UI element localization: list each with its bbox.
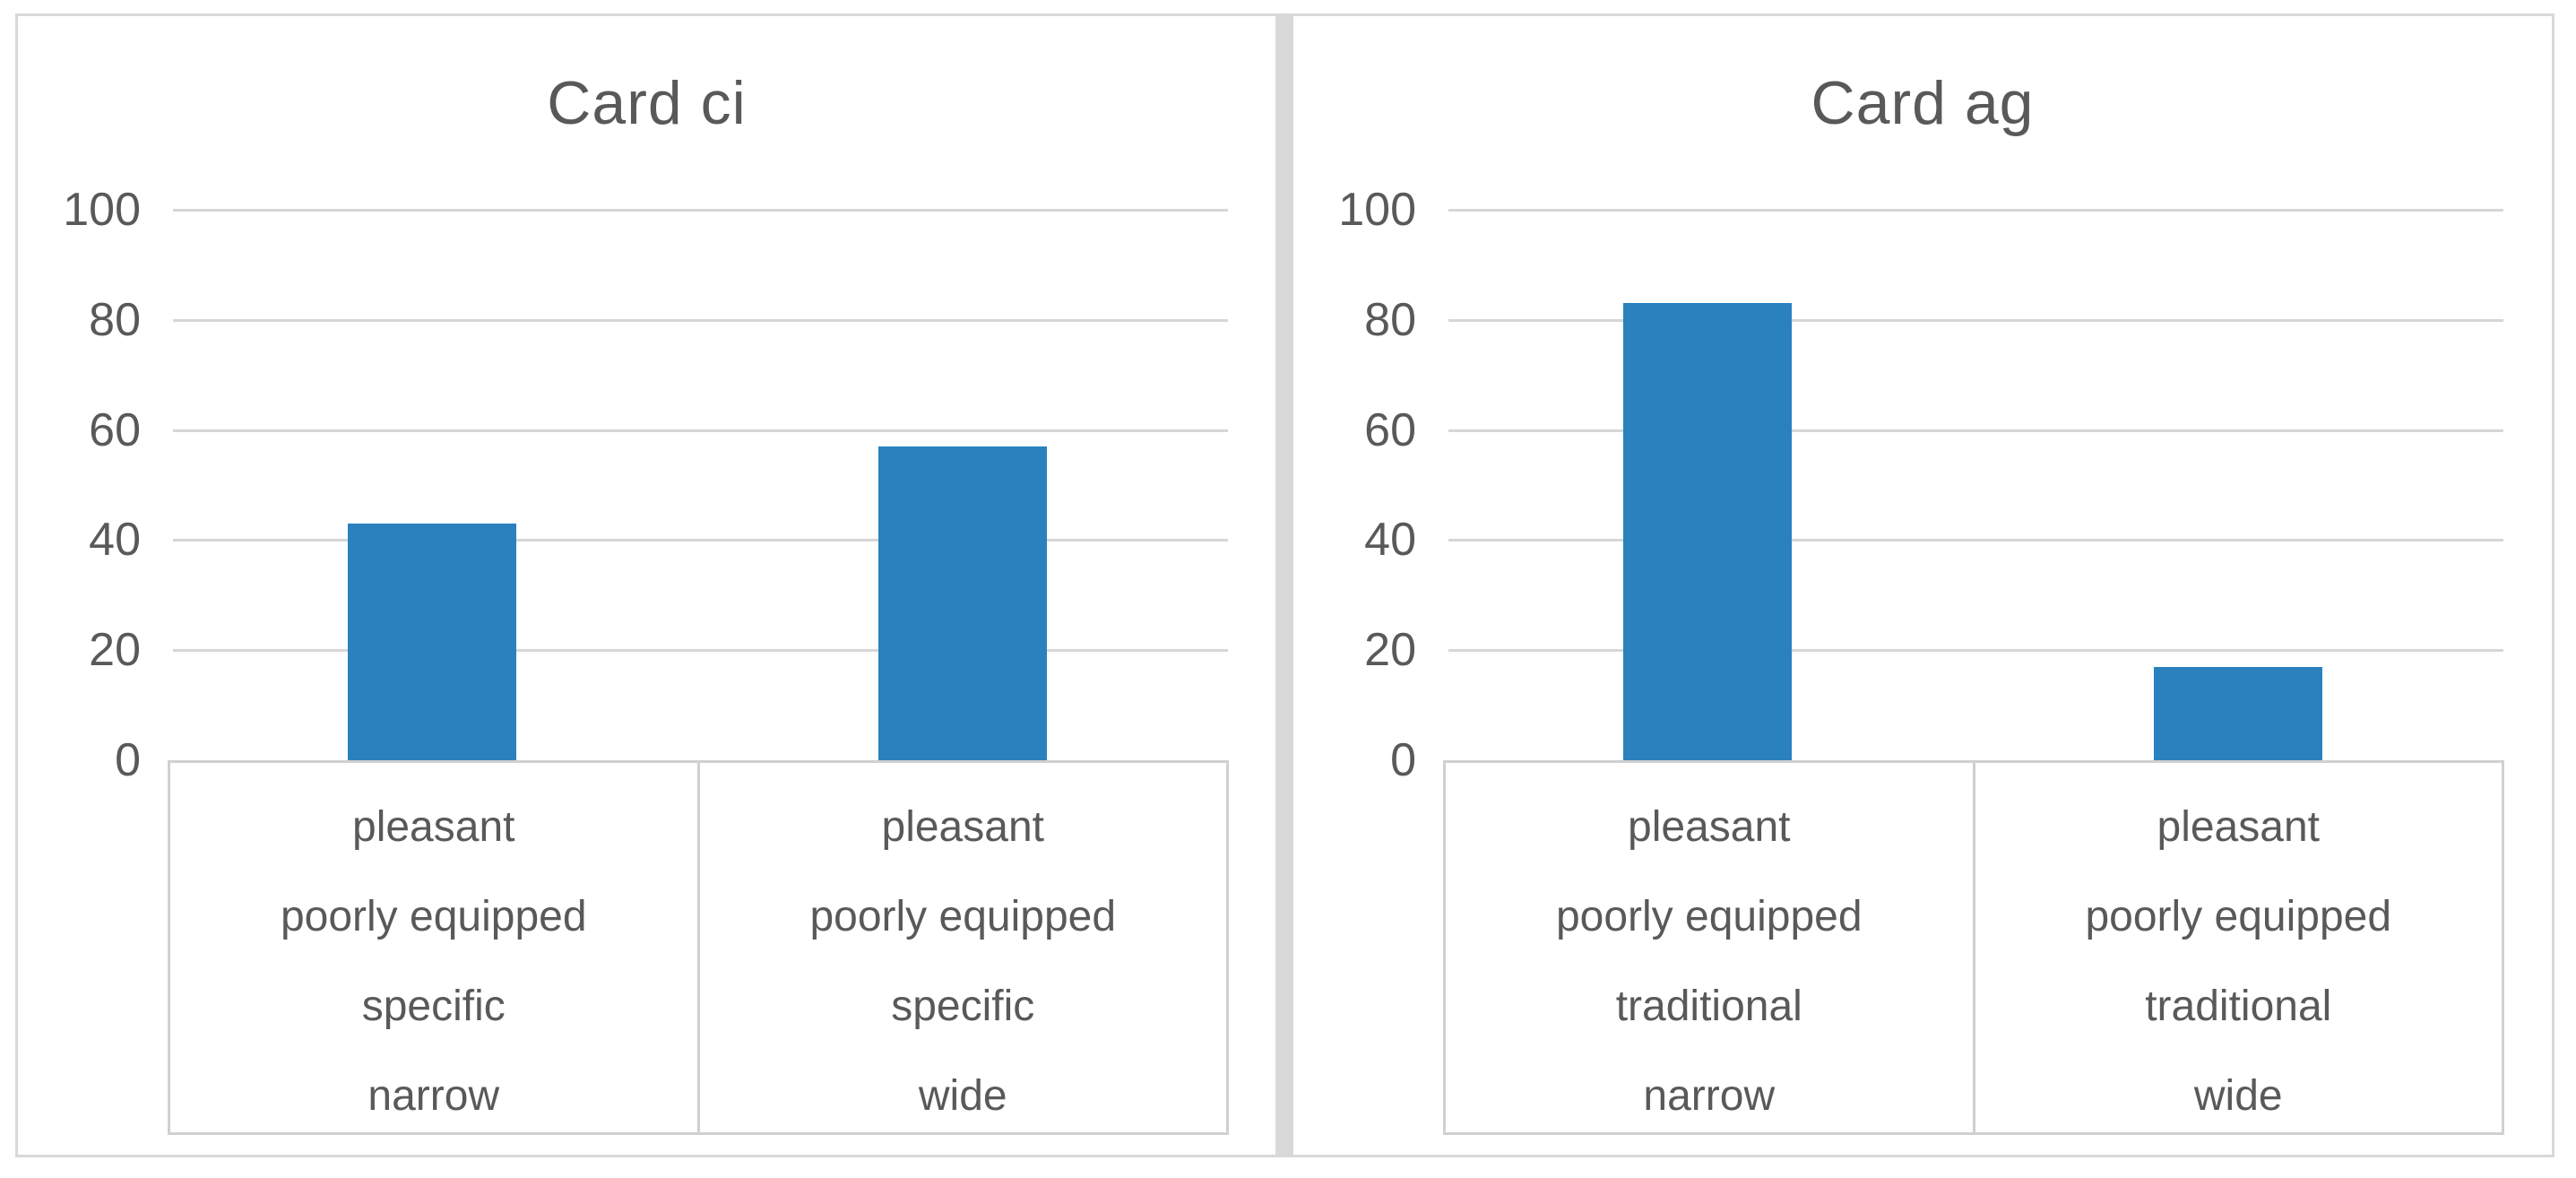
panel-divider	[1278, 13, 1291, 1157]
y-tick-label-80: 80	[89, 293, 141, 346]
category-cell-2: pleasant poorly equipped traditional wide	[1972, 763, 2503, 1132]
y-tick-label-60: 60	[89, 403, 141, 456]
category-label: narrow	[1643, 1072, 1776, 1120]
gridline-80	[1448, 318, 2503, 322]
category-label: wide	[2193, 1072, 2283, 1120]
bar-2	[878, 446, 1047, 760]
y-tick-label-40: 40	[1364, 514, 1416, 567]
chart-title: Card ci	[547, 69, 747, 137]
y-tick-label-0: 0	[1390, 734, 1416, 786]
gridline-40	[1448, 539, 2503, 542]
chart-title: Card ag	[1811, 69, 2035, 137]
y-tick-label-40: 40	[89, 514, 141, 567]
y-tick-label-60: 60	[1364, 403, 1416, 456]
category-label-table: pleasant poorly equipped specific narrow ple…	[168, 760, 1229, 1135]
category-label: pleasant	[2157, 803, 2320, 851]
y-tick-label-20: 20	[89, 624, 141, 677]
y-tick-label-100: 100	[63, 184, 141, 236]
category-label: traditional	[2145, 983, 2332, 1030]
category-label: poorly equipped	[809, 893, 1117, 940]
gridline-60	[173, 429, 1228, 432]
bar-2	[2154, 667, 2322, 760]
category-label: specific	[891, 983, 1035, 1030]
category-label: narrow	[367, 1072, 500, 1120]
y-tick-label-20: 20	[1364, 624, 1416, 677]
category-label: poorly equipped	[280, 893, 587, 940]
y-tick-label-100: 100	[1338, 184, 1416, 236]
category-label: traditional	[1615, 983, 1802, 1030]
category-label: pleasant	[881, 803, 1044, 851]
gridline-100	[173, 209, 1228, 212]
category-cell-1: pleasant poorly equipped specific narrow	[170, 763, 697, 1132]
category-label: specific	[361, 983, 506, 1030]
category-label: poorly equipped	[1555, 893, 1863, 940]
gridline-20	[1448, 649, 2503, 653]
category-cell-2: pleasant poorly equipped specific wide	[696, 763, 1227, 1132]
y-tick-label-0: 0	[115, 734, 141, 786]
bar-1	[348, 524, 516, 760]
gridline-60	[1448, 429, 2503, 432]
category-label: pleasant	[352, 803, 515, 851]
category-label: pleasant	[1628, 803, 1791, 851]
category-label: poorly equipped	[2085, 893, 2392, 940]
chart-panel-card-ci: Card ci 0 20 40 60 80 100 pleasant poorly equi…	[15, 13, 1278, 1157]
gridline-100	[1448, 209, 2503, 212]
category-label: wide	[918, 1072, 1007, 1120]
gridline-20	[173, 649, 1228, 653]
chart-panel-card-ag: Card ag 0 20 40 60 80 100 pleasant poorly equi…	[1291, 13, 2554, 1157]
gridline-40	[173, 539, 1228, 542]
category-label-table: pleasant poorly equipped traditional narrow…	[1443, 760, 2504, 1135]
y-tick-label-80: 80	[1364, 293, 1416, 346]
category-cell-1: pleasant poorly equipped traditional narrow	[1446, 763, 1973, 1132]
bar-1	[1623, 303, 1792, 760]
gridline-80	[173, 318, 1228, 322]
